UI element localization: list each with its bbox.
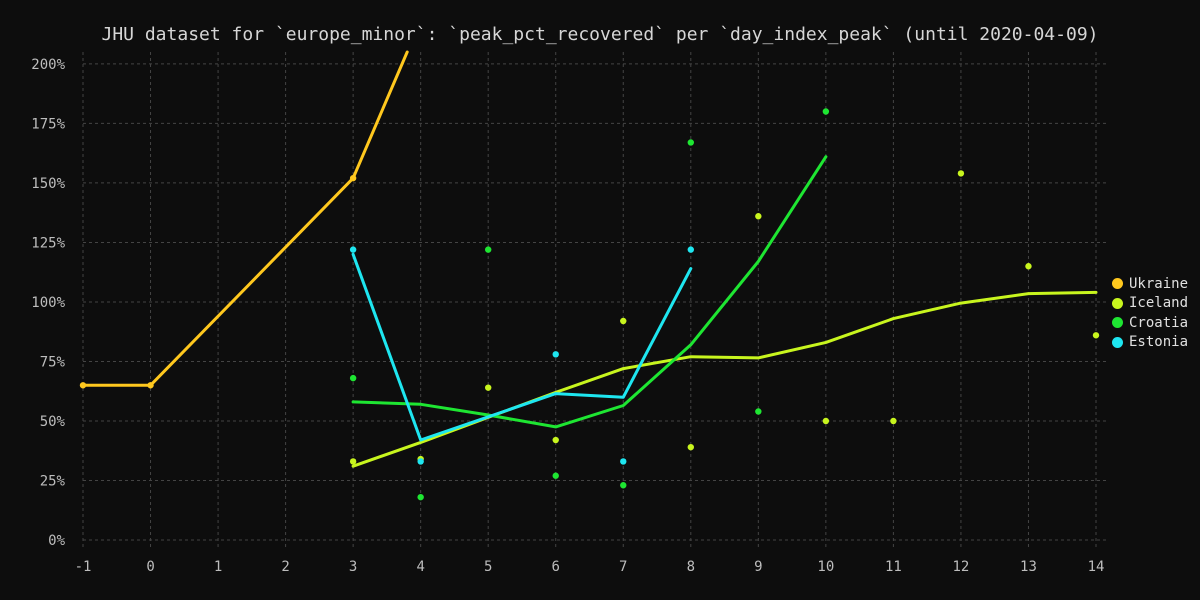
data-point-iceland	[349, 458, 357, 465]
legend-marker-icon	[1112, 278, 1123, 290]
chart-title: JHU dataset for `europe_minor`: `peak_pc…	[101, 24, 1099, 45]
x-tick-label: 6	[552, 559, 560, 575]
y-tick-label: 200%	[31, 57, 65, 73]
data-point-croatia	[552, 472, 559, 479]
x-tick-label: 14	[1088, 559, 1105, 575]
series-line-ukraine	[81, 50, 409, 387]
x-tick-label: 0	[146, 559, 154, 575]
data-point-estonia	[349, 246, 357, 253]
data-point-iceland	[890, 417, 897, 425]
x-tick-label: 7	[619, 559, 627, 575]
series-estonia	[349, 246, 694, 465]
data-point-iceland	[1092, 332, 1100, 339]
x-tick-label: 10	[817, 559, 834, 575]
data-point-iceland	[957, 170, 965, 177]
data-point-estonia	[687, 246, 694, 253]
series-group	[79, 50, 1100, 501]
y-tick-label: 75%	[40, 354, 66, 370]
data-point-croatia	[687, 139, 694, 146]
legend-label: Croatia	[1129, 314, 1189, 331]
x-tick-label: 12	[953, 559, 970, 575]
y-axis-tick-labels: 0% 25% 50% 75% 100% 125% 150% 175% 200%	[31, 57, 65, 549]
series-iceland	[349, 170, 1100, 468]
legend-marker-icon	[1112, 317, 1123, 329]
series-line-estonia	[351, 252, 693, 442]
data-point-croatia	[620, 482, 627, 489]
data-point-croatia	[349, 374, 357, 382]
data-point-iceland	[822, 417, 830, 425]
y-tick-label: 100%	[31, 295, 65, 311]
data-point-iceland	[552, 436, 559, 444]
series-croatia	[349, 108, 830, 501]
legend-marker-icon	[1112, 297, 1123, 309]
y-tick-label: 150%	[31, 176, 65, 192]
data-point-croatia	[417, 493, 424, 501]
x-tick-label: -1	[75, 559, 92, 575]
x-tick-label: 11	[885, 559, 902, 575]
x-tick-label: 4	[416, 559, 424, 575]
data-point-ukraine	[349, 174, 357, 182]
series-ukraine	[79, 50, 409, 389]
x-tick-label: 3	[349, 559, 357, 575]
x-tick-label: 5	[484, 559, 492, 575]
legend-item-ukraine[interactable]: Ukraine	[1112, 274, 1188, 294]
data-point-iceland	[755, 213, 762, 220]
y-tick-label: 0%	[48, 533, 65, 549]
x-tick-label: 13	[1020, 559, 1037, 575]
data-point-ukraine	[79, 382, 87, 389]
data-point-croatia	[822, 108, 830, 115]
legend-label: Ukraine	[1129, 275, 1189, 292]
y-tick-label: 25%	[40, 473, 66, 489]
legend-label: Estonia	[1129, 334, 1189, 351]
data-point-estonia	[417, 458, 424, 465]
x-tick-label: 1	[214, 559, 222, 575]
x-tick-label: 8	[687, 559, 695, 575]
data-point-croatia	[755, 408, 762, 415]
data-point-iceland	[620, 317, 627, 325]
data-point-estonia	[620, 458, 627, 465]
series-line-iceland	[351, 290, 1098, 468]
legend-label: Iceland	[1129, 295, 1189, 312]
data-point-iceland	[1025, 263, 1032, 270]
series-line-croatia	[351, 155, 828, 429]
legend-marker-icon	[1112, 336, 1123, 348]
legend-item-iceland[interactable]: Iceland	[1112, 294, 1188, 314]
y-tick-label: 125%	[31, 235, 65, 251]
x-axis-tick-labels: -1 0 1 2 3 4 5 6 7 8 9 10 11 12 13 14	[75, 559, 1105, 575]
y-tick-label: 50%	[40, 414, 66, 430]
x-tick-label: 2	[281, 559, 289, 575]
data-point-iceland	[485, 384, 492, 391]
data-point-iceland	[687, 443, 694, 451]
data-point-ukraine	[147, 382, 154, 389]
data-point-estonia	[552, 351, 559, 358]
y-tick-label: 175%	[31, 116, 65, 132]
legend-item-estonia[interactable]: Estonia	[1112, 333, 1188, 353]
legend-item-croatia[interactable]: Croatia	[1112, 313, 1188, 333]
data-point-croatia	[485, 246, 492, 253]
grid-lines	[82, 52, 1106, 548]
x-tick-label: 9	[754, 559, 762, 575]
chart-legend: Ukraine Iceland Croatia Estonia	[1112, 274, 1188, 352]
